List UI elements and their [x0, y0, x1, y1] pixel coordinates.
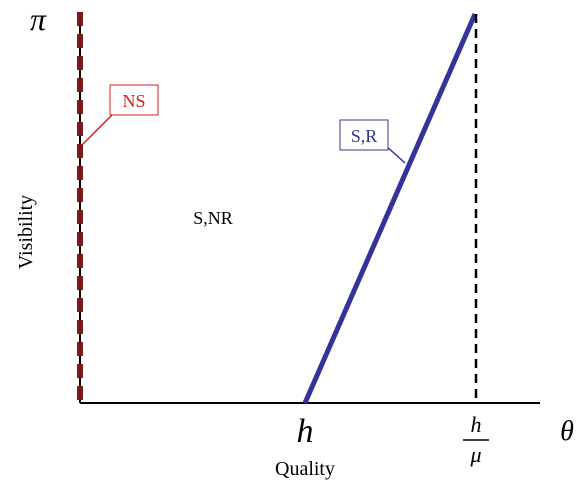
h-tick-label: h: [297, 413, 314, 450]
sr-label: S,R: [351, 126, 378, 146]
snr-label: S,NR: [193, 208, 233, 228]
ns-callout-pointer: [81, 114, 113, 146]
sr-boundary-line: [302, 12, 478, 405]
sr-label-box: [339, 119, 389, 151]
fraction-numerator: h: [471, 412, 482, 437]
theta-label: θ: [560, 416, 574, 447]
pi-label: π: [30, 1, 47, 37]
ns-label-box: [109, 84, 159, 116]
x-axis-title: Quality: [275, 458, 335, 480]
fraction-denominator: μ: [469, 442, 481, 467]
ns-label: NS: [122, 91, 145, 111]
y-axis-title: Visibility: [15, 195, 37, 269]
h-over-mu-fraction: h μ: [463, 412, 489, 467]
